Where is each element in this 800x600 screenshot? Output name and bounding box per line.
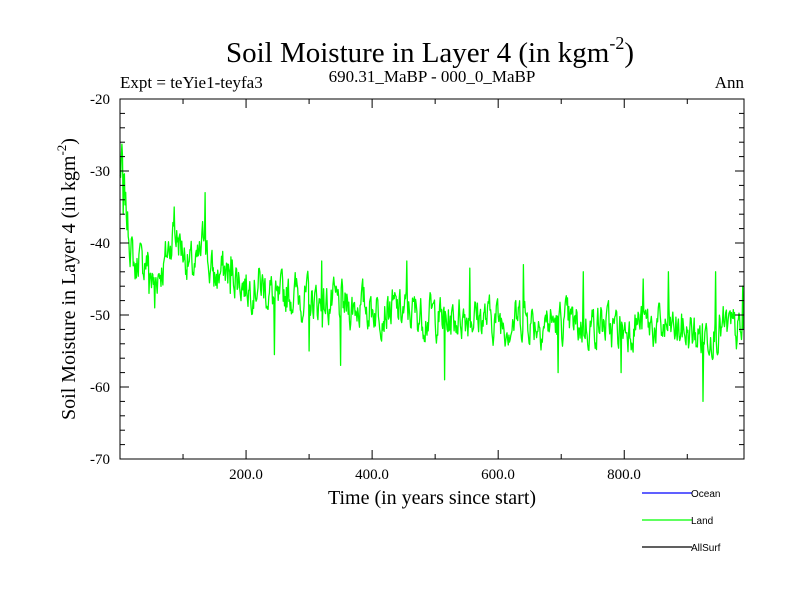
legend-allsurf-label: AllSurf xyxy=(691,543,721,554)
x-axis-label: Time (in years since start) xyxy=(328,487,536,509)
legend-land-label: Land xyxy=(691,516,713,527)
legend-ocean-label: Ocean xyxy=(691,489,720,500)
y-tick-label-50: -50 xyxy=(90,308,110,324)
chart-title-main: Soil Moisture in Layer 4 (in kgm xyxy=(226,37,610,69)
x-tick-label-400: 400.0 xyxy=(355,467,389,483)
plot-frame xyxy=(119,98,745,460)
land-series-line xyxy=(119,143,745,403)
y-axis-label-exponent: -2 xyxy=(54,145,69,156)
y-tick-label-20: -20 xyxy=(90,92,110,108)
axis-ticks xyxy=(120,98,744,460)
y-tick-label-60: -60 xyxy=(90,380,110,396)
x-tick-label-600: 600.0 xyxy=(481,467,515,483)
y-axis-label: Soil Moisture in Layer 4 (in kgm-2) xyxy=(54,138,80,420)
y-axis-label-close: ) xyxy=(58,138,80,145)
x-tick-label-800: 800.0 xyxy=(607,467,641,483)
y-tick-label-40: -40 xyxy=(90,236,110,252)
y-tick-label-70: -70 xyxy=(90,452,110,468)
legend: Ocean Land AllSurf xyxy=(642,489,721,554)
subtitle-left: Expt = teYie1-teyfa3 xyxy=(120,73,263,92)
subtitle-right: Ann xyxy=(715,73,745,92)
chart-title-close: ) xyxy=(624,37,634,69)
y-tick-label-30: -30 xyxy=(90,164,110,180)
y-axis-label-main: Soil Moisture in Layer 4 (in kgm xyxy=(58,155,80,420)
x-tick-label-200: 200.0 xyxy=(229,467,263,483)
chart-title-exponent: -2 xyxy=(609,33,624,53)
subtitle-center: 690.31_MaBP - 000_0_MaBP xyxy=(329,67,536,86)
chart-title: Soil Moisture in Layer 4 (in kgm-2) xyxy=(226,33,634,69)
